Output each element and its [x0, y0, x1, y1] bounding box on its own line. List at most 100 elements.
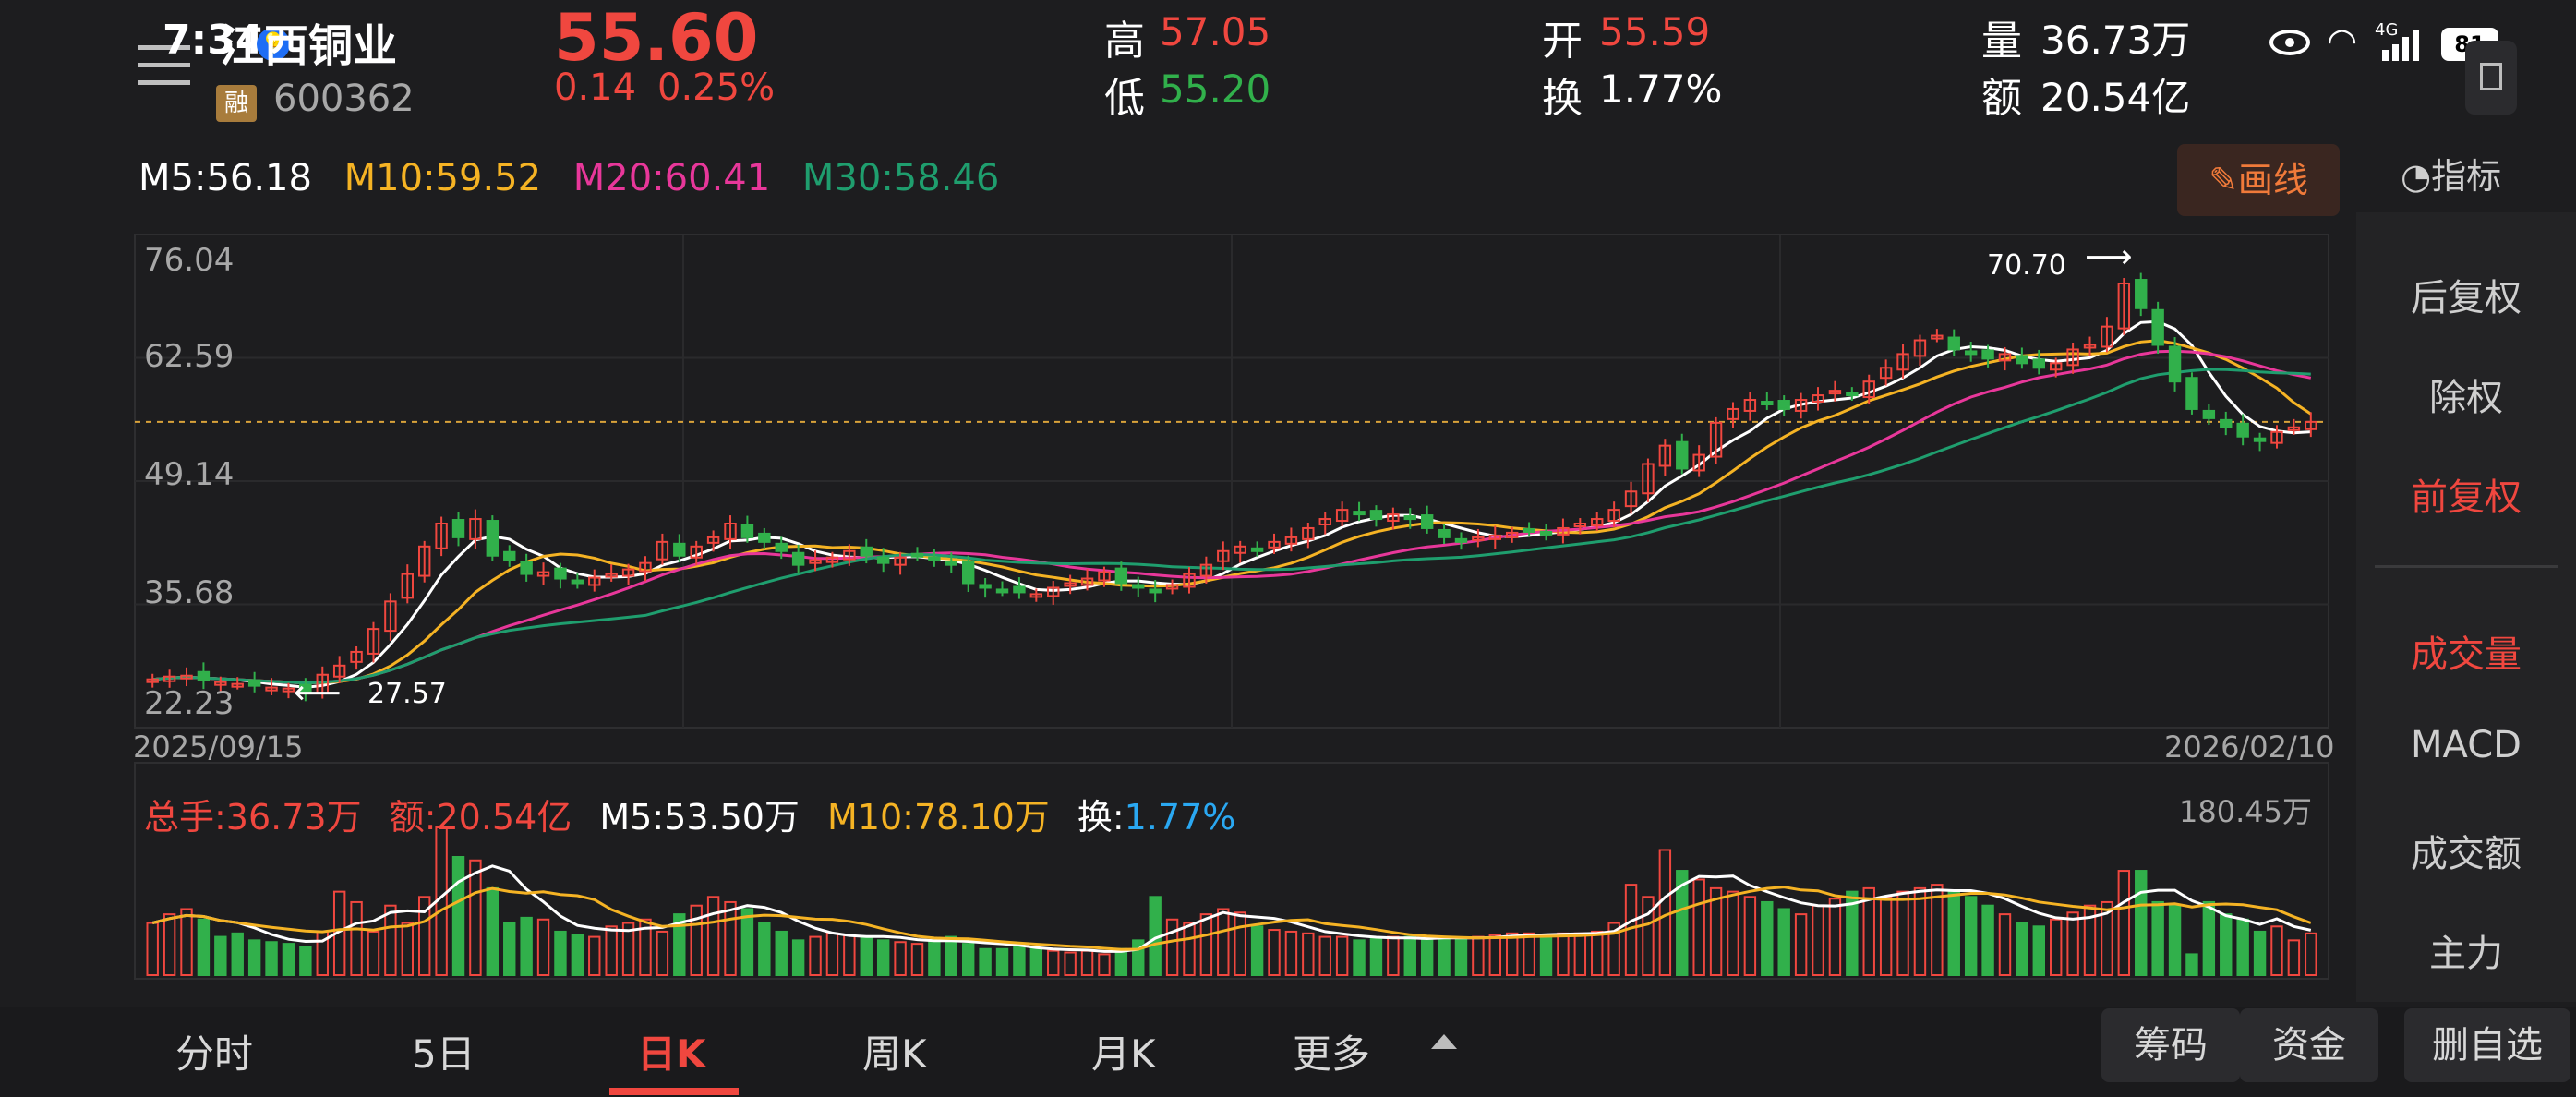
side-item-macd[interactable]: MACD	[2411, 724, 2522, 766]
chevron-up-icon[interactable]	[1431, 1034, 1457, 1049]
candle-body	[1438, 528, 1451, 538]
kline-chart[interactable]	[0, 135, 2356, 1003]
current-price: 55.60	[554, 0, 759, 76]
volume-bar	[1523, 932, 1535, 977]
candle-body	[1335, 509, 1349, 523]
window-icon[interactable]	[2465, 41, 2517, 115]
candle-body	[740, 524, 754, 538]
side-item-ex-rights[interactable]: 除权	[2429, 377, 2503, 419]
volume-bar	[1047, 949, 1060, 976]
candle-body	[2236, 422, 2249, 438]
candle-body	[1420, 514, 1434, 529]
chips-button[interactable]: 筹码	[2101, 1008, 2240, 1082]
candle-body	[1472, 536, 1485, 541]
candle-body	[2032, 358, 2046, 369]
candle-body	[843, 549, 856, 561]
indicator-button[interactable]: ◔指标	[2401, 148, 2501, 199]
candle-body	[1573, 522, 1587, 527]
candle-body	[1353, 511, 1366, 516]
candle-body	[536, 571, 550, 577]
status-time: 7:34	[163, 17, 264, 64]
candle-body	[282, 687, 295, 693]
draw-line-label: 画线	[2237, 160, 2308, 200]
candle-body	[2117, 282, 2131, 330]
low-value: 55.20	[1160, 66, 1271, 112]
volume-bar	[1709, 886, 1723, 976]
x-start-date: 2025/09/15	[133, 729, 304, 765]
volume-bar	[1658, 849, 1672, 976]
tab-daily-k[interactable]: 日K	[637, 1031, 706, 1077]
side-item-forward-adjust[interactable]: 前复权	[2411, 476, 2522, 519]
indicator-side-panel: 后复权 除权 前复权 成交量 MACD 成交额 主力	[2356, 212, 2576, 1002]
candle-body	[2220, 418, 2233, 428]
volume-bar	[860, 935, 873, 977]
eye-icon	[2269, 30, 2310, 55]
candle-body	[1505, 531, 1519, 538]
candle-body	[2185, 377, 2198, 410]
side-item-main-force[interactable]: 主力	[2429, 933, 2503, 975]
candle-body	[451, 519, 465, 538]
candle-body	[332, 664, 346, 678]
volume-bar	[1964, 896, 1978, 977]
candle-body	[1828, 390, 1842, 395]
side-item-backward-adjust[interactable]: 后复权	[2411, 277, 2522, 319]
tab-monthly-k[interactable]: 月K	[1091, 1031, 1156, 1077]
volume-bar	[910, 943, 924, 977]
candle-body	[1047, 586, 1060, 597]
tab-more[interactable]: 更多	[1293, 1031, 1371, 1077]
volume-bar	[1234, 911, 1246, 976]
side-item-turnover-amount[interactable]: 成交额	[2411, 833, 2522, 875]
volume-bar	[571, 934, 584, 976]
volume-bar	[2066, 911, 2079, 976]
draw-line-button[interactable]: ✎画线	[2177, 144, 2340, 216]
y-tick-2: 62.59	[144, 338, 235, 375]
volume-bar	[588, 935, 601, 977]
volume-bar	[724, 900, 737, 976]
candle-body	[809, 559, 822, 564]
volume-bar	[214, 935, 227, 977]
candle-body	[316, 673, 329, 694]
volume-bar	[605, 925, 618, 977]
tab-5day[interactable]: 5日	[412, 1031, 475, 1077]
volume-ma-m5	[151, 864, 2312, 953]
volume-bar	[1828, 898, 1842, 976]
candle-body	[1761, 401, 1774, 406]
price-change-pct: 0.25%	[657, 66, 776, 109]
vol-turnover: 1.77%	[1124, 797, 1236, 838]
y-tick-4: 35.68	[144, 574, 235, 611]
side-item-volume[interactable]: 成交量	[2411, 633, 2522, 676]
volume-bar	[1981, 904, 1994, 976]
volume-bar	[469, 859, 482, 976]
candle-body	[1302, 526, 1315, 540]
candle-body	[605, 573, 618, 578]
volume-bar	[1250, 925, 1264, 977]
candle-body	[1149, 588, 1162, 594]
candle-body	[1013, 585, 1026, 594]
x-end-date: 2026/02/10	[2164, 729, 2335, 765]
candle-body	[299, 683, 312, 693]
candle-body	[469, 518, 482, 540]
ma30-value: M30:58.46	[801, 157, 1000, 199]
volume-bar	[1454, 937, 1468, 976]
volume-bar	[894, 941, 907, 976]
candle-body	[1098, 571, 1111, 582]
tab-weekly-k[interactable]: 周K	[862, 1031, 927, 1077]
volume-bar	[146, 922, 159, 977]
candle-body	[1557, 526, 1570, 536]
candle-body	[825, 556, 839, 563]
volume-bar	[1846, 890, 1859, 976]
volume-bar	[2049, 918, 2063, 977]
ma-legend: M5:56.18 M10:59.52 M20:60.41 M30:58.46	[138, 157, 999, 199]
side-divider	[2375, 565, 2558, 568]
funds-button[interactable]: 资金	[2240, 1008, 2378, 1082]
candle-body	[2151, 308, 2164, 346]
candle-body	[1523, 527, 1535, 533]
tab-intraday[interactable]: 分时	[175, 1031, 254, 1077]
candle-body	[1692, 453, 1705, 472]
volume-bar	[486, 886, 500, 976]
menu-icon[interactable]	[138, 42, 190, 88]
volume-panel-border	[134, 762, 2329, 980]
remove-watchlist-button[interactable]: 删自选	[2404, 1008, 2570, 1082]
candle-body	[1591, 518, 1604, 526]
candle-body	[367, 628, 380, 655]
